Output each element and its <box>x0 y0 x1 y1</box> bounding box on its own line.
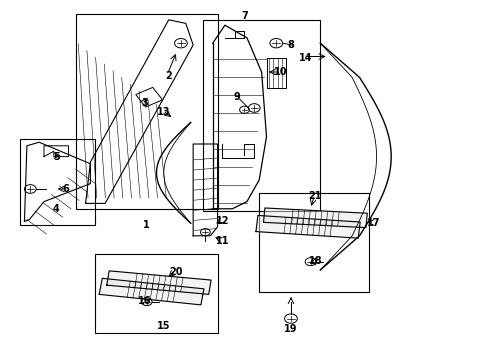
Text: 8: 8 <box>287 40 294 50</box>
Bar <box>136 87 162 107</box>
Bar <box>76 14 217 209</box>
Text: 1: 1 <box>143 220 150 230</box>
Bar <box>20 139 95 225</box>
Text: 11: 11 <box>215 236 229 246</box>
Text: 16: 16 <box>137 296 151 306</box>
Text: 7: 7 <box>241 11 247 21</box>
Text: 9: 9 <box>233 92 240 102</box>
Text: 21: 21 <box>308 191 322 201</box>
Polygon shape <box>99 278 203 305</box>
Text: 15: 15 <box>157 321 170 331</box>
Bar <box>95 254 217 333</box>
Polygon shape <box>263 208 366 228</box>
Text: 6: 6 <box>62 184 69 194</box>
Text: 14: 14 <box>298 53 312 63</box>
Text: 18: 18 <box>308 256 322 266</box>
Text: 4: 4 <box>53 204 60 214</box>
Text: 12: 12 <box>215 216 229 226</box>
Bar <box>203 20 320 211</box>
Text: 2: 2 <box>165 71 172 81</box>
Text: 20: 20 <box>169 267 183 277</box>
Text: 19: 19 <box>284 324 297 334</box>
Text: 10: 10 <box>274 67 287 77</box>
Polygon shape <box>255 215 360 238</box>
Text: 17: 17 <box>366 218 380 228</box>
Bar <box>259 193 368 292</box>
Text: 13: 13 <box>157 107 170 117</box>
Polygon shape <box>106 271 211 294</box>
Text: 5: 5 <box>53 152 60 162</box>
Text: 3: 3 <box>141 98 147 108</box>
